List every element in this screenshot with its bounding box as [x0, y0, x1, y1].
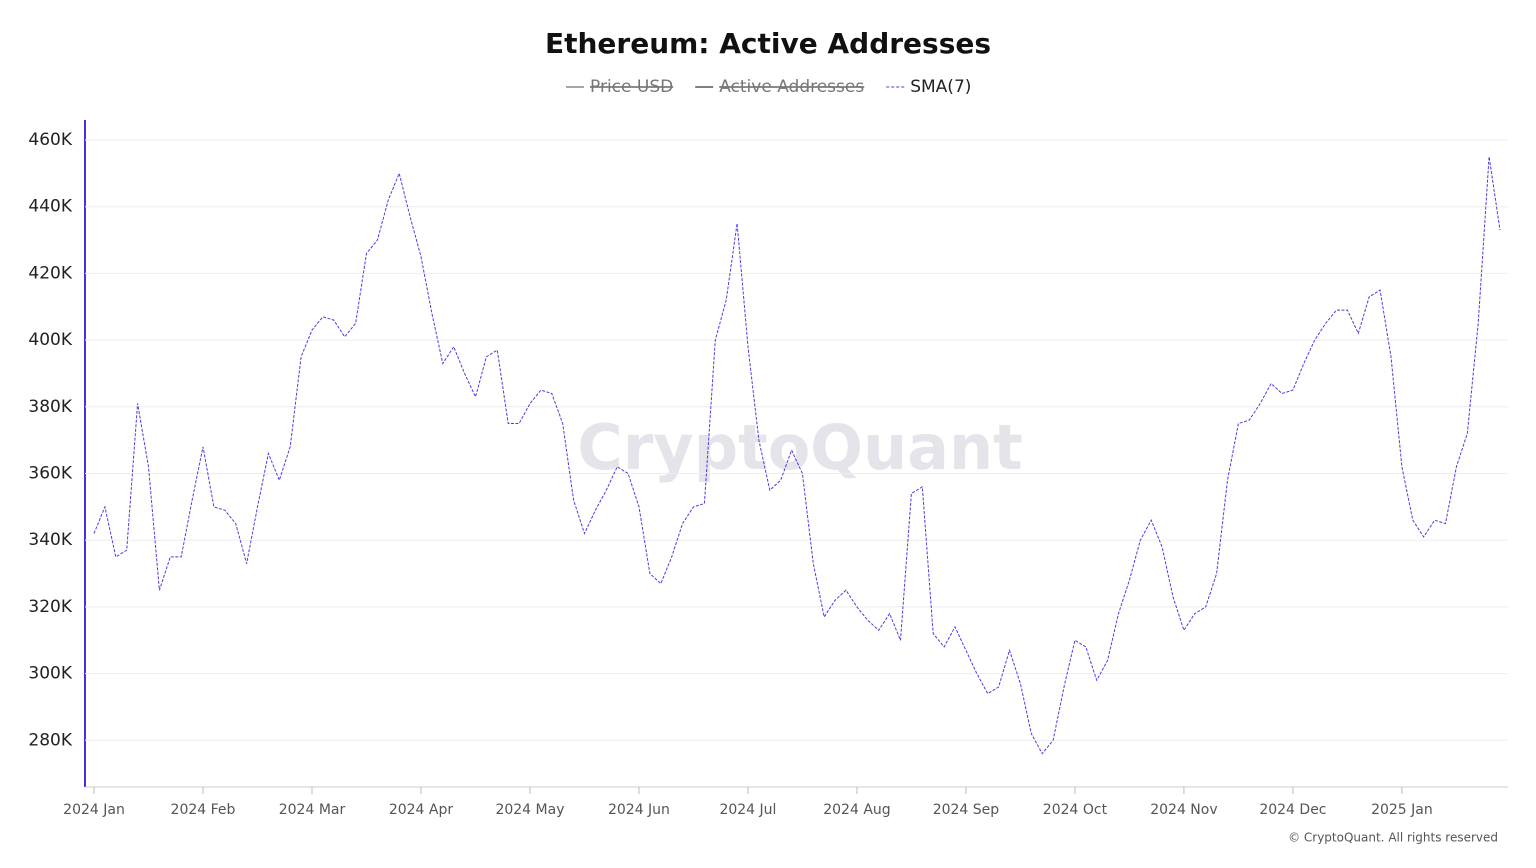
legend-label: SMA(7) [910, 77, 971, 97]
x-tick-label: 2024 Aug [823, 802, 890, 818]
x-tick-label: 2024 Mar [279, 802, 346, 818]
watermark: CryptoQuant [577, 411, 1023, 484]
x-tick-label: 2024 Jan [63, 802, 125, 818]
y-tick-label: 300K [28, 664, 72, 684]
y-tick-label: 320K [28, 597, 72, 617]
x-tick-label: 2024 Apr [389, 802, 454, 818]
chart-title: Ethereum: Active Addresses [545, 27, 991, 60]
x-tick-label: 2024 Sep [933, 802, 1000, 818]
x-tick-label: 2024 Jun [608, 802, 670, 818]
x-tick-label: 2024 Oct [1043, 802, 1108, 818]
x-tick-label: 2024 May [495, 802, 564, 818]
x-tick-label: 2024 Feb [171, 802, 236, 818]
y-tick-label: 360K [28, 464, 72, 484]
x-tick-label: 2024 Dec [1259, 802, 1326, 818]
y-tick-label: 340K [28, 530, 72, 550]
legend-label: Price USD [590, 77, 673, 97]
x-tick-label: 2025 Jan [1371, 802, 1433, 818]
y-tick-label: 420K [28, 263, 72, 283]
x-tick-label: 2024 Nov [1150, 802, 1217, 818]
y-tick-label: 460K [28, 130, 72, 150]
credit: © CryptoQuant. All rights reserved [1288, 831, 1498, 845]
line-series [93, 156, 1501, 755]
legend-label: Active Addresses [719, 77, 864, 97]
y-tick-label: 280K [28, 730, 72, 750]
y-tick-label: 380K [28, 397, 72, 417]
x-tick-label: 2024 Jul [719, 802, 776, 818]
y-tick-label: 440K [28, 197, 72, 217]
y-tick-label: 400K [28, 330, 72, 350]
